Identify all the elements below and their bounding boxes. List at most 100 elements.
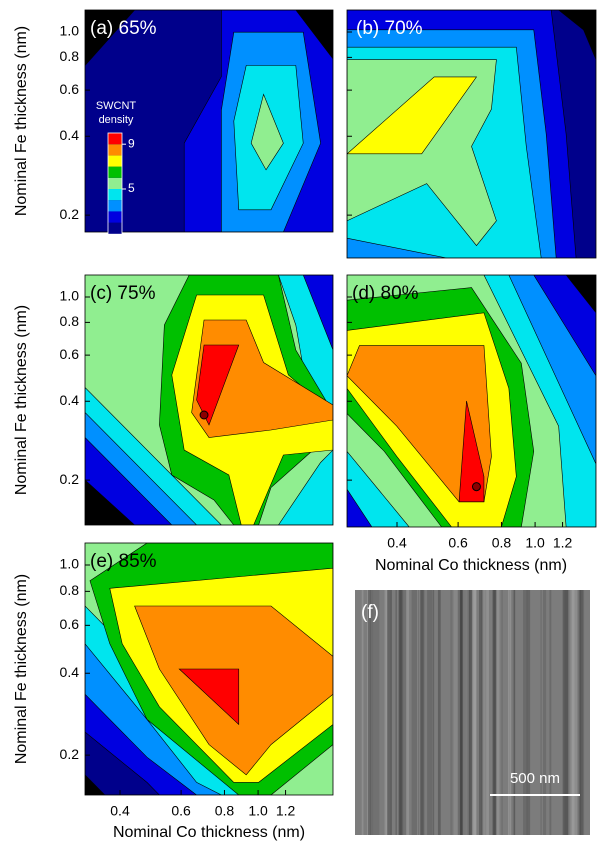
texture-stripe [459,590,463,835]
colorbar-title: density [99,114,134,126]
texture-stripe [578,590,582,835]
texture-stripe [579,590,584,835]
texture-stripe [564,590,569,835]
texture-stripe [450,590,453,835]
texture-stripe [570,590,575,835]
texture-stripe [458,590,460,835]
y-tick-label: 0.2 [60,206,80,222]
y-tick-label: 0.8 [60,313,80,329]
panel-label: (d) 80% [352,283,419,304]
x-tick-label: 1.0 [525,535,545,551]
texture-stripe [385,590,391,835]
texture-stripe [481,590,487,835]
x-tick-label: 0.4 [110,803,130,819]
texture-stripe [467,590,471,835]
texture-stripe [406,590,410,835]
x-tick-label: 0.8 [215,803,235,819]
colorbar-segment [108,166,122,178]
texture-stripe [399,590,402,835]
panel-label: (f) [361,602,379,623]
frames: 1.0 0.8 0.6 0.4 0.2 1.0 0.8 0.6 0.4 0.2 0.4 0.6 0.8 1… [60,9,597,819]
texture-stripe [512,590,515,835]
texture-stripe [398,590,404,835]
y-tick-label: 0.8 [60,582,80,598]
texture-stripe [492,590,496,835]
texture-stripe [437,590,441,835]
y-tick-label: 0.4 [60,392,80,408]
texture-stripe [453,590,458,835]
texture-stripe [361,590,364,835]
colorbar-segment [108,155,122,167]
y-tick-label: 0.8 [60,48,80,64]
colorbar-segment [108,211,122,223]
x-tick-label: 1.0 [248,803,268,819]
panel-label: (b) 70% [356,18,423,39]
texture-stripe [370,590,374,835]
y-tick-label: 0.2 [60,746,80,762]
texture-stripe [507,590,511,835]
panel-frame [84,9,334,233]
texture-stripe [509,590,516,835]
texture-stripe [387,590,392,835]
texture-stripe [471,590,473,835]
texture-stripe [458,590,464,835]
texture-stripe [462,590,468,835]
x-tick-label: 0.6 [171,803,191,819]
y-tick-label: 0.4 [60,664,80,680]
texture-stripe [462,590,469,835]
x-axis-label: Nominal Co thickness (nm) [113,824,305,841]
texture-stripe [418,590,424,835]
contour-panel-c [85,275,333,525]
y-tick-label: 0.2 [60,471,80,487]
texture-stripe [402,590,407,835]
colorbar-segment [108,222,122,234]
texture-stripe [549,590,552,835]
contour-panel-b [347,10,596,258]
texture-stripe [510,590,514,835]
texture-stripe [418,590,424,835]
colorbar-title: SWCNT [96,100,137,112]
texture-stripe [562,590,569,835]
colorbar: SWCNT density 0 5 9 [96,100,137,251]
texture-stripe [384,590,388,835]
x-axis-label: Nominal Co thickness (nm) [375,557,567,574]
y-tick-label: 1.0 [60,288,80,304]
texture-stripe [571,590,578,835]
texture-stripe [385,590,391,835]
y-tick-label: 1.0 [60,23,80,39]
texture-stripe [496,590,500,835]
texture-stripe [420,590,425,835]
panel-label: (c) 75% [90,283,156,304]
micrograph-texture [361,590,585,835]
texture-stripe [433,590,435,835]
texture-stripe [470,590,475,835]
texture-stripe [387,590,390,835]
x-tick-label: 0.6 [448,535,468,551]
y-axis-label: Nominal Fe thickness (nm) [13,574,30,764]
texture-stripe [483,590,487,835]
texture-stripe [395,590,397,835]
texture-stripe [427,590,433,835]
x-tick-label: 0.8 [492,535,512,551]
texture-stripe [501,590,503,835]
panel-frame [84,542,334,796]
texture-stripe [368,590,371,835]
contour-panel-d [347,275,596,527]
panel-label: (e) 85% [90,551,157,572]
y-axis-label: Nominal Fe thickness (nm) [13,305,30,495]
scale-bar-label: 500 nm [510,770,560,787]
texture-stripe [471,590,477,835]
texture-stripe [420,590,424,835]
texture-stripe [580,590,585,835]
texture-stripe [461,590,466,835]
y-tick-label: 0.6 [60,81,80,97]
colorbar-segment [108,133,122,145]
x-tick-label: 1.2 [276,803,296,819]
y-tick-label: 1.0 [60,556,80,572]
texture-stripe [462,590,467,835]
texture-stripe [485,590,487,835]
colorbar-segment [108,233,122,245]
colorbar-tick-label: 0 [128,237,135,251]
texture-stripe [493,590,497,835]
